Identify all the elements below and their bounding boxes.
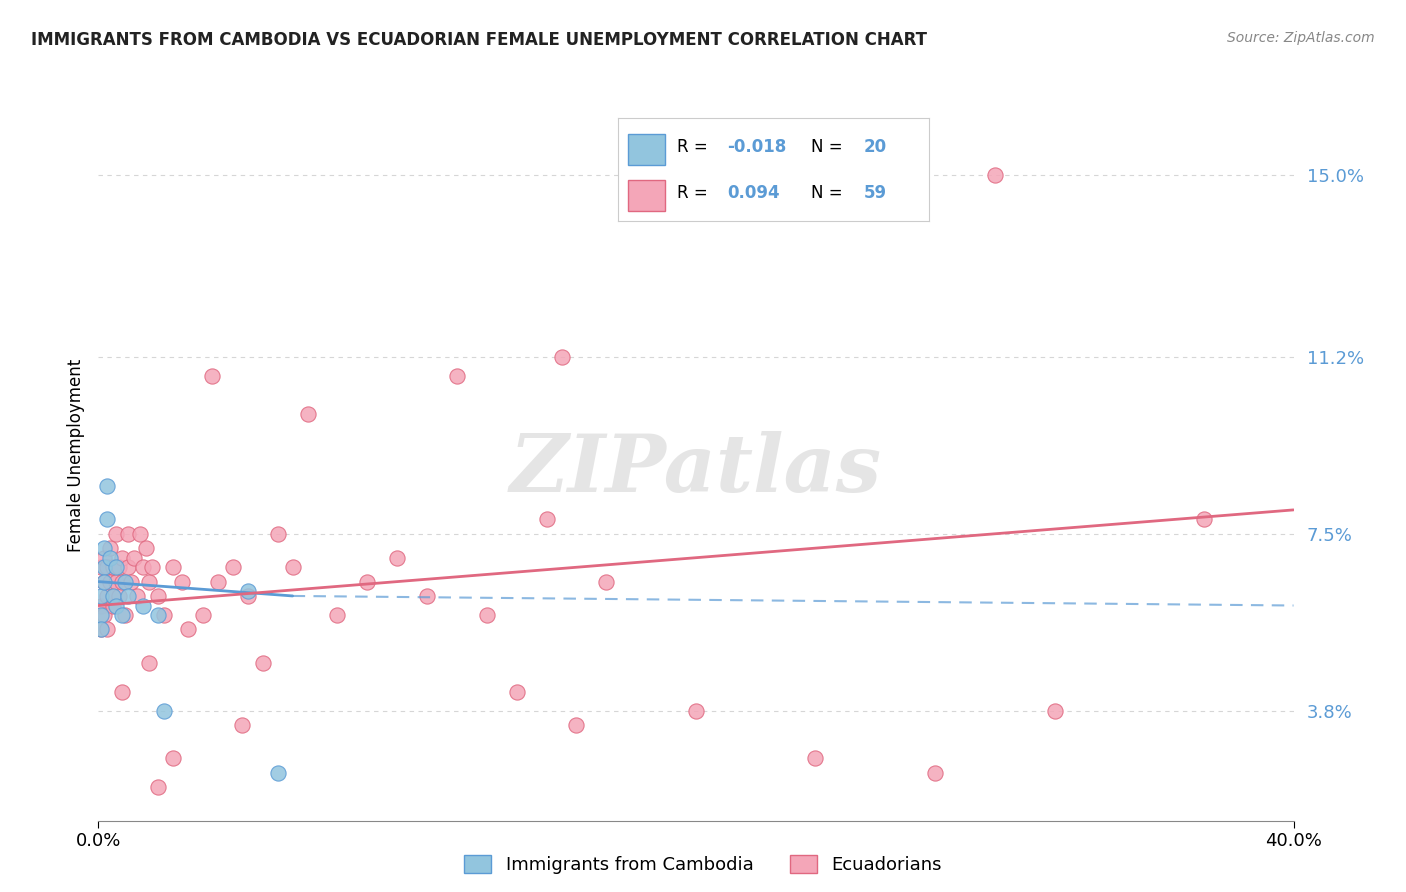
Point xyxy=(90,608,112,623)
Point xyxy=(103,589,125,603)
Point xyxy=(356,574,378,589)
Point xyxy=(326,608,349,623)
Point xyxy=(141,560,163,574)
Point xyxy=(114,608,136,623)
Point xyxy=(565,718,588,732)
Point xyxy=(98,541,122,556)
Point xyxy=(148,780,170,794)
Point xyxy=(924,765,946,780)
Point xyxy=(124,550,146,565)
Point xyxy=(93,574,115,589)
Point xyxy=(148,589,170,603)
Text: Source: ZipAtlas.com: Source: ZipAtlas.com xyxy=(1227,31,1375,45)
Point xyxy=(162,751,184,765)
Point xyxy=(129,526,152,541)
Point xyxy=(267,765,290,780)
Point xyxy=(135,541,157,556)
Point xyxy=(1043,704,1066,718)
Text: IMMIGRANTS FROM CAMBODIA VS ECUADORIAN FEMALE UNEMPLOYMENT CORRELATION CHART: IMMIGRANTS FROM CAMBODIA VS ECUADORIAN F… xyxy=(31,31,927,49)
Text: ZIPatlas: ZIPatlas xyxy=(510,431,882,508)
Point xyxy=(236,589,259,603)
Point xyxy=(385,550,409,565)
Point xyxy=(103,589,125,603)
Point xyxy=(138,656,160,670)
Point xyxy=(252,656,274,670)
Point xyxy=(105,560,128,574)
Point xyxy=(90,599,112,613)
Point xyxy=(281,560,304,574)
Point xyxy=(105,526,128,541)
Point xyxy=(93,550,115,565)
Point xyxy=(297,407,319,421)
Point xyxy=(111,608,134,623)
Point xyxy=(103,560,125,574)
Point xyxy=(1192,512,1215,526)
Point xyxy=(172,574,194,589)
Point xyxy=(117,526,139,541)
Point xyxy=(536,512,558,526)
Point xyxy=(222,560,245,574)
Point xyxy=(231,718,253,732)
Point xyxy=(105,599,128,613)
Legend: Immigrants from Cambodia, Ecuadorians: Immigrants from Cambodia, Ecuadorians xyxy=(457,847,949,881)
Y-axis label: Female Unemployment: Female Unemployment xyxy=(66,359,84,551)
Point xyxy=(93,560,115,574)
Point xyxy=(595,574,617,589)
Point xyxy=(108,589,131,603)
Point xyxy=(148,608,170,623)
Point xyxy=(201,369,224,384)
Point xyxy=(98,574,122,589)
Point xyxy=(267,526,290,541)
Point xyxy=(96,589,118,603)
Point xyxy=(446,369,468,384)
Point xyxy=(96,623,118,637)
Point xyxy=(685,704,707,718)
Point xyxy=(111,574,134,589)
Point xyxy=(191,608,214,623)
Point xyxy=(416,589,439,603)
Point xyxy=(120,574,142,589)
Point xyxy=(506,684,529,698)
Point xyxy=(108,560,131,574)
Point xyxy=(93,541,115,556)
Point xyxy=(804,751,827,765)
Point xyxy=(236,584,259,599)
Point xyxy=(90,560,112,574)
Point xyxy=(153,608,176,623)
Point xyxy=(98,550,122,565)
Point xyxy=(103,599,125,613)
Point xyxy=(90,589,112,603)
Point xyxy=(93,608,115,623)
Point xyxy=(138,574,160,589)
Point xyxy=(111,684,134,698)
Point xyxy=(96,479,118,493)
Point xyxy=(117,560,139,574)
Point xyxy=(105,574,128,589)
Point xyxy=(177,623,200,637)
Point xyxy=(153,704,176,718)
Point xyxy=(96,512,118,526)
Point xyxy=(114,574,136,589)
Point xyxy=(93,574,115,589)
Point xyxy=(132,560,155,574)
Point xyxy=(207,574,229,589)
Point xyxy=(127,589,149,603)
Point xyxy=(90,623,112,637)
Point xyxy=(984,168,1007,182)
Point xyxy=(132,599,155,613)
Point xyxy=(96,560,118,574)
Point xyxy=(475,608,498,623)
Point xyxy=(117,589,139,603)
Point xyxy=(550,350,572,364)
Point xyxy=(111,550,134,565)
Point xyxy=(90,623,112,637)
Point xyxy=(162,560,184,574)
